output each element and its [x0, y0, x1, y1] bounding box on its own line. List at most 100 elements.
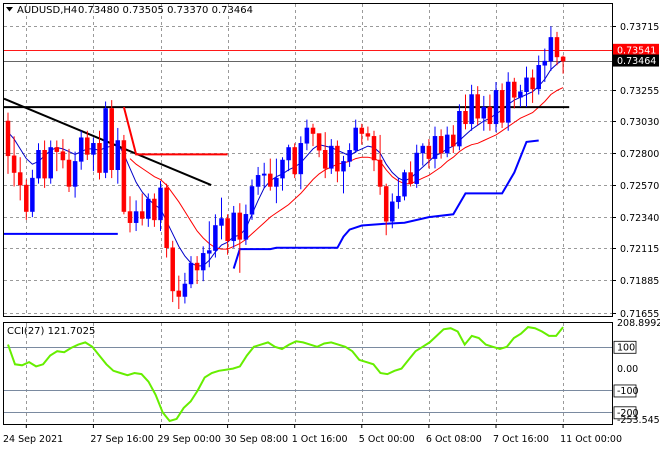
- candle-bear: [335, 145, 340, 172]
- candle-bear: [408, 172, 413, 184]
- candle-bear: [97, 143, 102, 173]
- collapse-triangle-icon[interactable]: [6, 7, 13, 12]
- candle-bear: [237, 212, 243, 240]
- cci-tick-label: -100: [617, 386, 639, 397]
- candle-bull: [219, 218, 224, 226]
- price-overlays: [3, 50, 612, 269]
- time-axis: 24 Sep 2021 27 Sep 16:00 29 Sep 00:00 30 Se…: [3, 424, 622, 445]
- cci-level-box: [613, 406, 637, 420]
- candle-bull: [133, 211, 139, 223]
- candle-bull: [72, 161, 78, 187]
- candle-bull: [213, 225, 218, 251]
- red-level-line: [122, 106, 228, 156]
- cci-tick-label: 0.00: [617, 364, 638, 375]
- candle-bull: [347, 150, 352, 162]
- candle-bear: [194, 262, 200, 271]
- time-tick-label: 24 Sep 2021: [3, 434, 63, 445]
- price-tag-box: [613, 43, 659, 56]
- price-tick-label: 0.72800: [620, 149, 659, 160]
- candle-bull: [444, 134, 450, 154]
- candle-bear: [5, 120, 11, 157]
- time-tick-label: 27 Sep 16:00: [90, 434, 153, 445]
- candle-bull: [30, 177, 35, 212]
- candle-bear: [24, 184, 29, 212]
- candle-bear: [560, 56, 566, 62]
- time-tick-label: 6 Oct 08:00: [426, 434, 482, 445]
- candle-bull: [548, 37, 554, 62]
- candle-bull: [286, 147, 291, 161]
- price-tag-label: 0.73541: [617, 45, 656, 56]
- time-tick-label: 11 Oct 00:00: [560, 434, 622, 445]
- candle-bear: [310, 127, 316, 134]
- candle-bull: [481, 106, 487, 119]
- price-tag-box: [613, 54, 659, 67]
- candle-bear: [512, 81, 517, 98]
- symbol-label: AUDUSD,H4: [17, 5, 77, 16]
- candle-bear: [17, 172, 23, 186]
- price-panel-grid: [4, 4, 612, 316]
- cci-tick-label: 208.8992: [617, 318, 660, 329]
- cci-panel-grid: [4, 323, 612, 424]
- cci-level-box: [613, 384, 637, 398]
- cci-line: [7, 326, 564, 423]
- price-tick-label: 0.73255: [620, 86, 659, 97]
- candle-bull: [457, 111, 462, 147]
- candle-bull: [249, 186, 255, 215]
- candle-bear: [139, 211, 145, 219]
- candle-bull: [280, 159, 285, 179]
- candle-bull: [493, 90, 499, 125]
- cci-axis: 208.8992 100 0.00 -100 -200-253.5454: [613, 318, 660, 426]
- candle-bull: [432, 136, 438, 159]
- candle-bear: [463, 111, 468, 125]
- time-tick-label: 5 Oct 00:00: [359, 434, 415, 445]
- candle-bull: [329, 145, 334, 169]
- time-tick-label: 30 Sep 08:00: [225, 434, 288, 445]
- candle-bull: [396, 195, 401, 203]
- candle-bull: [243, 214, 249, 240]
- price-axis: 0.73715 0.73255 0.73030 0.72800 0.72570 0.723…: [612, 22, 659, 320]
- chart-header: AUDUSD,H4 0.73480 0.73505 0.73370 0.7346…: [6, 5, 253, 16]
- price-tick-label: 0.73030: [620, 117, 659, 128]
- candle-bear: [42, 150, 47, 179]
- price-tick-label: 0.71655: [620, 309, 659, 320]
- candle-bull: [231, 212, 236, 242]
- candle-bear: [66, 159, 72, 187]
- candle-bear: [554, 37, 560, 58]
- candle-bear: [170, 247, 175, 292]
- candle-bear: [426, 145, 432, 159]
- price-tick-label: 0.72340: [620, 213, 659, 224]
- candle-bear: [365, 133, 371, 137]
- candle-bull: [390, 201, 395, 222]
- candle-bull: [261, 173, 267, 176]
- candle-bull: [103, 108, 108, 173]
- cci-tick-label: -200: [617, 408, 639, 419]
- candle-bull: [200, 253, 206, 271]
- candle-bull: [255, 175, 261, 187]
- candle-bull: [115, 140, 121, 170]
- candle-bear: [371, 136, 377, 161]
- candle-bear: [164, 187, 169, 249]
- price-tick-label: 0.73715: [620, 22, 659, 33]
- candle-bear: [152, 198, 157, 221]
- candle-bull: [48, 147, 53, 179]
- candle-bull: [146, 198, 151, 219]
- candle-bear: [377, 159, 383, 187]
- time-tick-label: 1 Oct 16:00: [292, 434, 348, 445]
- candle-bear: [127, 211, 133, 223]
- candle-bull: [341, 161, 346, 172]
- candle-bear: [316, 133, 322, 151]
- candle-bear: [451, 134, 456, 147]
- candle-bull: [298, 143, 304, 175]
- ohlc-label: 0.73480 0.73505 0.73370 0.73464: [78, 5, 253, 16]
- candle-bull: [505, 81, 511, 123]
- candle-bear: [54, 147, 60, 152]
- candle-bull: [420, 145, 426, 154]
- price-candles: [5, 26, 566, 310]
- candle-bull: [78, 137, 84, 162]
- cci-panel-frame: [3, 322, 613, 425]
- candle-bear: [475, 94, 480, 119]
- candle-bear: [292, 147, 297, 175]
- candle-bear: [268, 173, 273, 187]
